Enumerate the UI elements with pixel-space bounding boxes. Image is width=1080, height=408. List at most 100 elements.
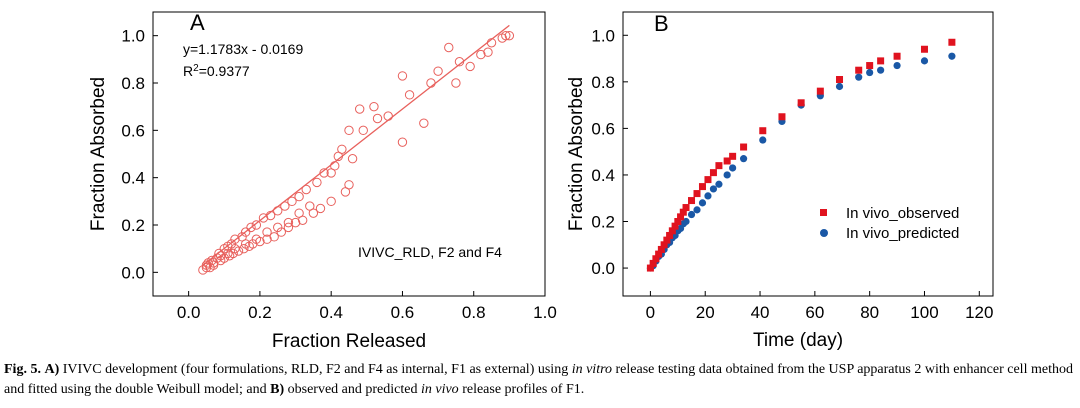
- panel-a-point: [273, 222, 283, 233]
- panel-b-observed-point: [660, 241, 668, 249]
- panel-b-observed-point: [715, 162, 723, 170]
- panel-a-r2: R2=0.9377: [183, 63, 250, 79]
- panel-b-predicted-point: [723, 171, 731, 179]
- legend-observed-label: In vivo_observed: [846, 205, 959, 222]
- panel-a-point: [397, 71, 408, 81]
- panel-b-observed-point: [674, 218, 682, 226]
- panel-a-point: [315, 203, 326, 214]
- panel-a-point: [208, 258, 219, 268]
- panel-b-observed-point: [657, 245, 665, 253]
- panel-a-point: [258, 213, 269, 223]
- panel-b-predicted-point: [948, 52, 956, 60]
- panel-b-xtick-label: 80: [860, 303, 879, 322]
- panel-a-ytick-label: 1.0: [121, 27, 145, 46]
- caption-text-4: release profiles of F1.: [462, 382, 585, 397]
- panel-a-point: [283, 217, 294, 228]
- panel-b-xtick-label: 40: [751, 303, 770, 322]
- panel-a-point: [269, 232, 279, 242]
- panel-b-observed-point: [866, 62, 874, 70]
- panel-b-ytick-label: 0.0: [591, 259, 615, 278]
- panel-a-ylabel: Fraction Absorbed: [88, 77, 109, 231]
- panel-b-predicted-point: [704, 192, 712, 200]
- caption-italic-1: in vitro: [571, 362, 613, 377]
- panel-a-point: [248, 239, 258, 249]
- panel-a-point: [358, 125, 368, 136]
- panel-b-observed-point: [682, 204, 690, 212]
- panel-a-point: [262, 234, 272, 244]
- panel-b-observed-point: [855, 66, 863, 74]
- panel-a-point: [230, 243, 240, 254]
- panel-a-xtick-label: 0.6: [391, 303, 415, 322]
- panel-b-ytick-label: 0.6: [591, 119, 615, 138]
- panel-b-observed-point: [709, 169, 717, 177]
- panel-a-point: [340, 187, 351, 197]
- panel-a-point: [419, 118, 429, 128]
- panel-a-xtick-label: 0.2: [248, 303, 272, 322]
- panel-a-point: [240, 239, 251, 249]
- panel-a-point: [312, 177, 322, 188]
- panel-b-predicted-point: [687, 210, 696, 219]
- panel-a-point: [337, 144, 347, 154]
- panel-b-plot-frame: [622, 11, 994, 297]
- panel-a-point: [280, 201, 290, 211]
- panel-b-predicted-point: [709, 185, 718, 193]
- legend-predicted-marker: [820, 229, 828, 237]
- panel-a-point: [294, 208, 304, 218]
- panel-a-xtick-label: 1.0: [533, 303, 557, 322]
- caption-text-3: observed and predicted: [287, 382, 418, 397]
- panel-a-point: [397, 137, 408, 147]
- figure: 0.0 0.2 0.4 0.6 0.8 1.0 0.0 0.2 0.4 0.6 0.8 1.0 A y…: [88, 10, 994, 352]
- panel-a-point: [344, 125, 354, 136]
- panel-b-observed-point: [759, 127, 767, 135]
- panel-b-chart: 0 20 40 60 80 100 120 0.0 0.2 0.4 0.6 0.8 1.0 B In v…: [566, 11, 994, 351]
- panel-b-observed-point: [778, 113, 786, 121]
- panel-b-observed-point: [729, 152, 737, 160]
- panel-b-observed-point: [693, 190, 701, 198]
- panel-a-chart: 0.0 0.2 0.4 0.6 0.8 1.0 0.0 0.2 0.4 0.6 0.8 1.0 A y…: [88, 10, 557, 352]
- panel-a-ticks: 0.0 0.2 0.4 0.6 0.8 1.0 0.0 0.2 0.4 0.6 0.8 1.0: [121, 27, 556, 322]
- panel-a-ytick-label: 0.0: [121, 263, 145, 282]
- panel-b-observed-point: [948, 38, 956, 46]
- panel-a-point: [383, 111, 393, 121]
- panel-b-predicted-point: [877, 66, 885, 74]
- figure-caption: Fig. 5. A) IVIVC development (four formu…: [4, 360, 1076, 400]
- panel-a-point: [287, 196, 297, 207]
- panel-b-observed-point: [836, 76, 844, 84]
- panel-b-data-points: [646, 38, 956, 272]
- panel-b-observed-point: [816, 87, 824, 95]
- panel-b-ticks: 0 20 40 60 80 100 120 0.0 0.2 0.4 0.6 0.8 1.0: [591, 26, 993, 322]
- panel-b-ytick-label: 1.0: [591, 26, 615, 45]
- panel-b-predicted-point: [759, 136, 767, 144]
- panel-a-point: [372, 113, 383, 124]
- panel-a-plot-frame: [152, 11, 546, 297]
- panel-b-xlabel: Time (day): [753, 330, 843, 351]
- panel-a-point: [301, 184, 311, 195]
- panel-a-annotation: IVIVC_RLD, F2 and F4: [358, 244, 502, 260]
- panel-b-predicted-point: [729, 164, 737, 172]
- panel-b-ytick-label: 0.4: [591, 166, 615, 185]
- panel-b-observed-point: [723, 157, 731, 165]
- panel-b-observed-point: [677, 213, 685, 221]
- panel-a-point: [347, 154, 358, 164]
- panel-b-xtick-label: 100: [910, 303, 938, 322]
- panel-b-ytick-label: 0.2: [591, 213, 615, 232]
- caption-text-1: IVIVC development (four formulations, RL…: [62, 362, 569, 377]
- caption-part-b-label: B): [270, 382, 285, 397]
- panel-b-observed-point: [797, 99, 805, 107]
- panel-a-point: [476, 49, 486, 60]
- panel-b-predicted-point: [855, 73, 863, 81]
- panel-a-point: [226, 239, 237, 249]
- panel-a-ytick-label: 0.8: [121, 74, 145, 93]
- panel-a-r2-value: =0.9377: [199, 63, 250, 79]
- panel-b-predicted-point: [893, 61, 901, 70]
- panel-a-point: [262, 227, 272, 237]
- panel-a-point: [223, 248, 233, 259]
- panel-a-point: [433, 66, 443, 76]
- caption-italic-2: in vivo: [420, 382, 459, 397]
- panel-b-observed-point: [679, 208, 687, 216]
- panel-a-r2-prefix: R: [183, 63, 193, 79]
- panel-b-xtick-label: 120: [965, 303, 993, 322]
- panel-b-observed-point: [877, 57, 885, 65]
- panel-b-predicted-point: [693, 206, 701, 214]
- panel-a-ytick-label: 0.2: [121, 216, 145, 235]
